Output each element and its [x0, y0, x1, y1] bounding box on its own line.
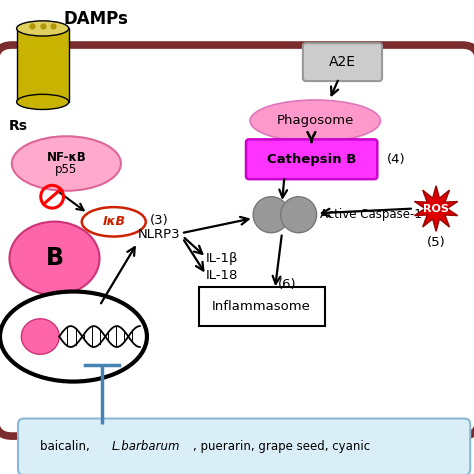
Text: (3): (3): [149, 214, 168, 227]
FancyBboxPatch shape: [0, 45, 474, 436]
Ellipse shape: [82, 207, 146, 237]
Text: A2E: A2E: [329, 55, 356, 69]
Text: baicalin,: baicalin,: [40, 440, 94, 453]
Ellipse shape: [12, 137, 121, 191]
Text: ROS: ROS: [423, 203, 449, 214]
Circle shape: [281, 197, 317, 233]
Text: NF-κB: NF-κB: [46, 151, 86, 164]
Text: , puerarin, grape seed, cyanic: , puerarin, grape seed, cyanic: [193, 440, 371, 453]
Circle shape: [253, 197, 289, 233]
FancyBboxPatch shape: [199, 287, 325, 326]
FancyBboxPatch shape: [303, 43, 382, 81]
Ellipse shape: [9, 222, 100, 295]
FancyBboxPatch shape: [18, 419, 470, 474]
Text: IκB: IκB: [102, 215, 125, 228]
Text: B: B: [46, 246, 64, 270]
Text: (5): (5): [427, 236, 446, 249]
Ellipse shape: [0, 292, 147, 382]
FancyBboxPatch shape: [246, 139, 377, 179]
Text: Phagosome: Phagosome: [276, 114, 354, 128]
Text: Active Caspase-1: Active Caspase-1: [320, 208, 422, 221]
Ellipse shape: [17, 21, 69, 36]
Text: Cathepsin B: Cathepsin B: [267, 153, 356, 166]
Polygon shape: [414, 186, 458, 231]
Text: Rs: Rs: [9, 118, 27, 133]
Text: IL-1β: IL-1β: [206, 252, 239, 265]
Bar: [17, 28, 69, 102]
Ellipse shape: [250, 100, 380, 142]
Text: NLRP3: NLRP3: [137, 228, 180, 241]
Ellipse shape: [21, 319, 59, 355]
Text: Inflammasome: Inflammasome: [212, 300, 311, 313]
Text: (6): (6): [277, 278, 296, 291]
Text: L.barbarum: L.barbarum: [111, 440, 180, 453]
Text: IL-18: IL-18: [206, 269, 238, 283]
Text: (4): (4): [386, 153, 405, 166]
Text: p55: p55: [55, 163, 77, 176]
Ellipse shape: [17, 94, 69, 109]
Text: DAMPs: DAMPs: [64, 10, 129, 28]
